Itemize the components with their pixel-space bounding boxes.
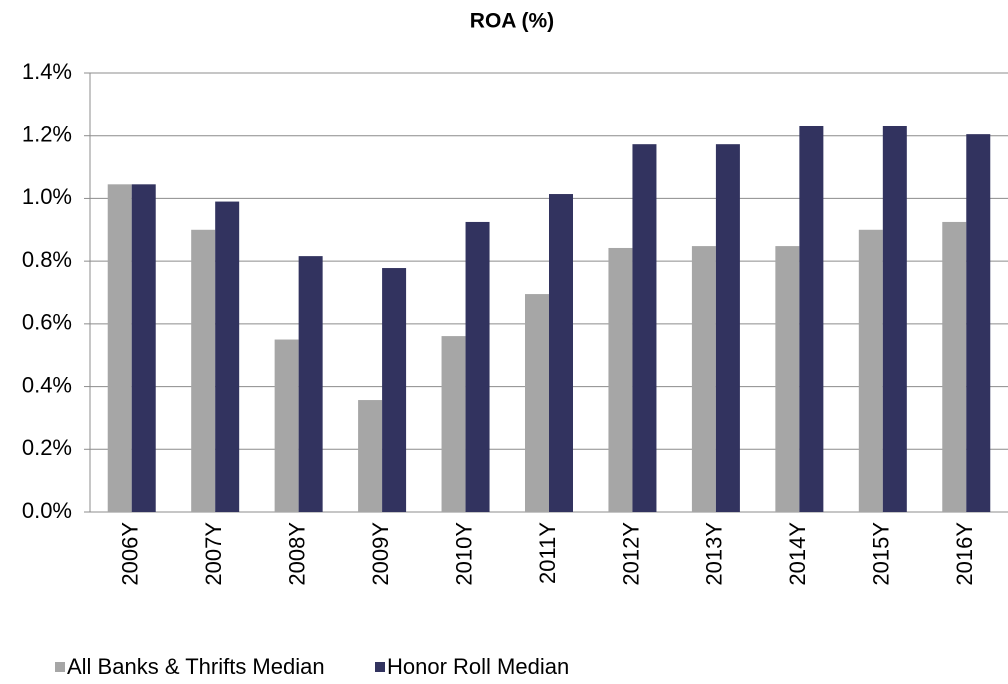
bar xyxy=(858,229,883,513)
bar xyxy=(382,268,407,512)
bar xyxy=(107,184,132,512)
x-tick-label: 2010Y xyxy=(451,522,476,586)
bar xyxy=(715,144,740,512)
y-tick-label: 0.6% xyxy=(22,310,72,335)
bar xyxy=(691,246,716,512)
y-tick-label: 0.2% xyxy=(22,435,72,460)
bar xyxy=(549,194,573,512)
bar xyxy=(942,221,967,513)
x-tick-label: 2007Y xyxy=(201,522,226,586)
legend-label: All Banks & Thrifts Median xyxy=(67,654,325,679)
y-tick-label: 1.4% xyxy=(22,59,72,84)
x-tick-label: 2008Y xyxy=(284,522,309,586)
x-tick-label: 2006Y xyxy=(118,522,143,586)
bar xyxy=(608,247,633,513)
x-tick-label: 2015Y xyxy=(869,522,894,586)
x-tick-label: 2013Y xyxy=(702,522,727,586)
bar xyxy=(441,336,466,512)
bar xyxy=(799,125,824,513)
bar xyxy=(358,400,383,512)
y-tick-label: 0.4% xyxy=(22,372,72,397)
bar xyxy=(215,201,240,513)
legend-swatch xyxy=(55,662,65,672)
legend-swatch xyxy=(375,662,385,672)
bar xyxy=(191,229,216,513)
bar xyxy=(274,339,299,512)
bar xyxy=(775,246,800,512)
bar xyxy=(882,125,907,513)
y-tick-label: 1.2% xyxy=(22,122,72,147)
legend-label: Honor Roll Median xyxy=(387,654,569,679)
x-tick-label: 2011Y xyxy=(535,522,560,584)
bar xyxy=(525,294,549,512)
x-tick-label: 2016Y xyxy=(952,522,977,586)
bar xyxy=(632,144,657,512)
bar xyxy=(966,134,991,512)
y-tick-label: 0.0% xyxy=(22,498,72,523)
x-tick-label: 2012Y xyxy=(618,522,643,586)
y-tick-label: 0.8% xyxy=(22,247,72,272)
bar xyxy=(131,184,156,512)
x-tick-label: 2014Y xyxy=(785,522,810,586)
bar xyxy=(298,256,323,512)
bar xyxy=(465,221,490,513)
x-tick-label: 2009Y xyxy=(368,522,393,586)
y-tick-label: 1.0% xyxy=(22,184,72,209)
chart-title: ROA (%) xyxy=(470,10,554,33)
